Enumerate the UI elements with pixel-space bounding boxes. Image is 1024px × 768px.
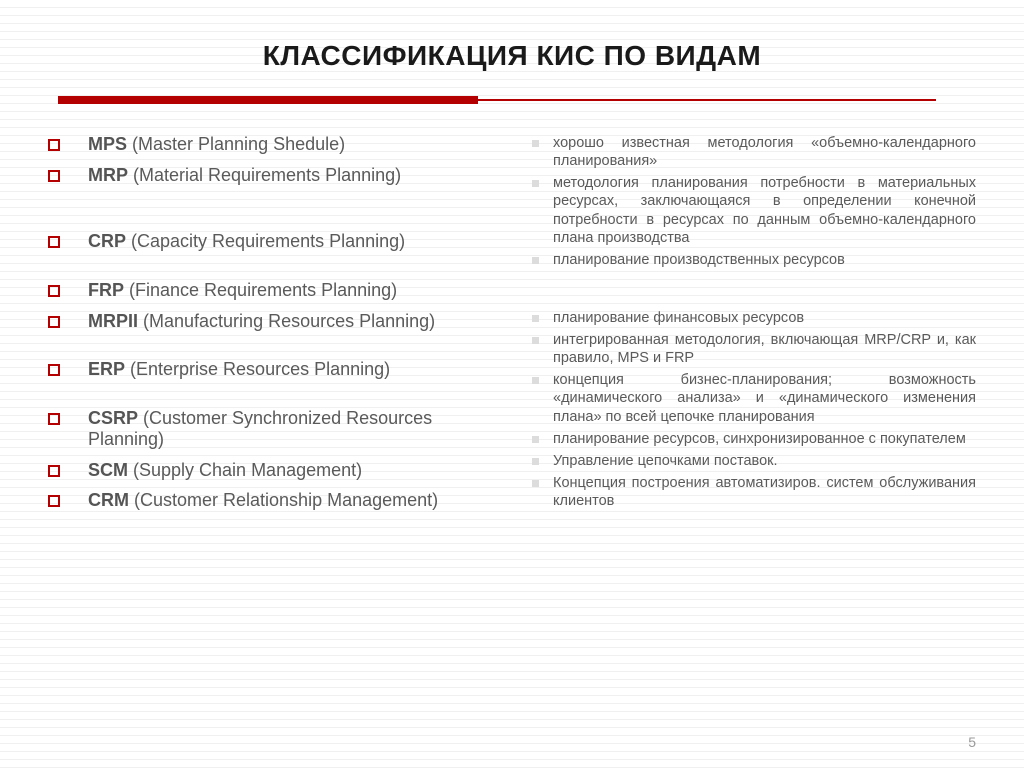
square-bullet-icon (532, 315, 539, 322)
square-bullet-icon (532, 180, 539, 187)
page-number: 5 (968, 734, 976, 750)
square-bullet-icon (532, 480, 539, 487)
left-item-text: CRP (Capacity Requirements Planning) (88, 231, 405, 252)
right-item: Концепция построения автоматизиров. сист… (532, 474, 976, 510)
left-item: FRP (Finance Requirements Planning) (48, 280, 508, 301)
left-item-text: MPS (Master Planning Shedule) (88, 134, 345, 155)
square-bullet-icon (48, 139, 60, 151)
left-item: MRP (Material Requirements Planning) (48, 165, 508, 186)
right-item: хорошо известная методология «объемно-ка… (532, 134, 976, 170)
square-bullet-icon (532, 257, 539, 264)
left-item-text: CSRP (Customer Synchronized Resources Pl… (88, 408, 508, 449)
left-item-text: MRPII (Manufacturing Resources Planning) (88, 311, 435, 332)
abbr: SCM (88, 460, 128, 480)
square-bullet-icon (532, 140, 539, 147)
square-bullet-icon (48, 285, 60, 297)
left-column: MPS (Master Planning Shedule) MRP (Materi… (48, 134, 508, 521)
left-item-text: MRP (Material Requirements Planning) (88, 165, 401, 186)
right-item: планирование производственных ресурсов (532, 251, 976, 269)
left-item: SCM (Supply Chain Management) (48, 460, 508, 481)
slide: КЛАССИФИКАЦИЯ КИС ПО ВИДАМ MPS (Master P… (0, 0, 1024, 768)
square-bullet-icon (48, 465, 60, 477)
left-item-text: SCM (Supply Chain Management) (88, 460, 362, 481)
right-item: планирование ресурсов, синхронизированно… (532, 430, 976, 448)
square-bullet-icon (48, 316, 60, 328)
left-item: CSRP (Customer Synchronized Resources Pl… (48, 408, 508, 449)
abbr: MRPII (88, 311, 138, 331)
right-item-text: планирование финансовых ресурсов (553, 309, 976, 327)
right-item: интегрированная методология, включающая … (532, 331, 976, 367)
right-item-text: хорошо известная методология «объемно-ка… (553, 134, 976, 170)
abbr: FRP (88, 280, 124, 300)
right-item: методология планирования потребности в м… (532, 174, 976, 247)
square-bullet-icon (48, 236, 60, 248)
right-column: хорошо известная методология «объемно-ка… (532, 134, 976, 521)
left-item-text: FRP (Finance Requirements Planning) (88, 280, 397, 301)
right-item: Управление цепочками поставок. (532, 452, 976, 470)
abbr: CSRP (88, 408, 138, 428)
square-bullet-icon (532, 337, 539, 344)
square-bullet-icon (48, 364, 60, 376)
columns: MPS (Master Planning Shedule) MRP (Materi… (48, 134, 976, 521)
right-item-text: интегрированная методология, включающая … (553, 331, 976, 367)
square-bullet-icon (532, 377, 539, 384)
right-item-text: Управление цепочками поставок. (553, 452, 976, 470)
slide-title: КЛАССИФИКАЦИЯ КИС ПО ВИДАМ (48, 40, 976, 72)
right-item: концепция бизнес-планирования; возможнос… (532, 371, 976, 425)
left-item-text: CRM (Customer Relationship Management) (88, 490, 438, 511)
square-bullet-icon (48, 170, 60, 182)
right-item-text: планирование производственных ресурсов (553, 251, 976, 269)
square-bullet-icon (48, 495, 60, 507)
left-item: MRPII (Manufacturing Resources Planning) (48, 311, 508, 332)
right-item-text: концепция бизнес-планирования; возможнос… (553, 371, 976, 425)
square-bullet-icon (48, 413, 60, 425)
square-bullet-icon (532, 458, 539, 465)
left-item: ERP (Enterprise Resources Planning) (48, 359, 508, 380)
right-item-text: Концепция построения автоматизиров. сист… (553, 474, 976, 510)
title-underline (48, 96, 976, 106)
abbr: ERP (88, 359, 125, 379)
right-item-text: планирование ресурсов, синхронизированно… (553, 430, 976, 448)
left-item: MPS (Master Planning Shedule) (48, 134, 508, 155)
abbr: CRM (88, 490, 129, 510)
left-item-text: ERP (Enterprise Resources Planning) (88, 359, 390, 380)
abbr: MPS (88, 134, 127, 154)
abbr: MRP (88, 165, 128, 185)
right-item-text: методология планирования потребности в м… (553, 174, 976, 247)
square-bullet-icon (532, 436, 539, 443)
abbr: CRP (88, 231, 126, 251)
left-item: CRM (Customer Relationship Management) (48, 490, 508, 511)
left-item: CRP (Capacity Requirements Planning) (48, 231, 508, 252)
right-item: планирование финансовых ресурсов (532, 309, 976, 327)
